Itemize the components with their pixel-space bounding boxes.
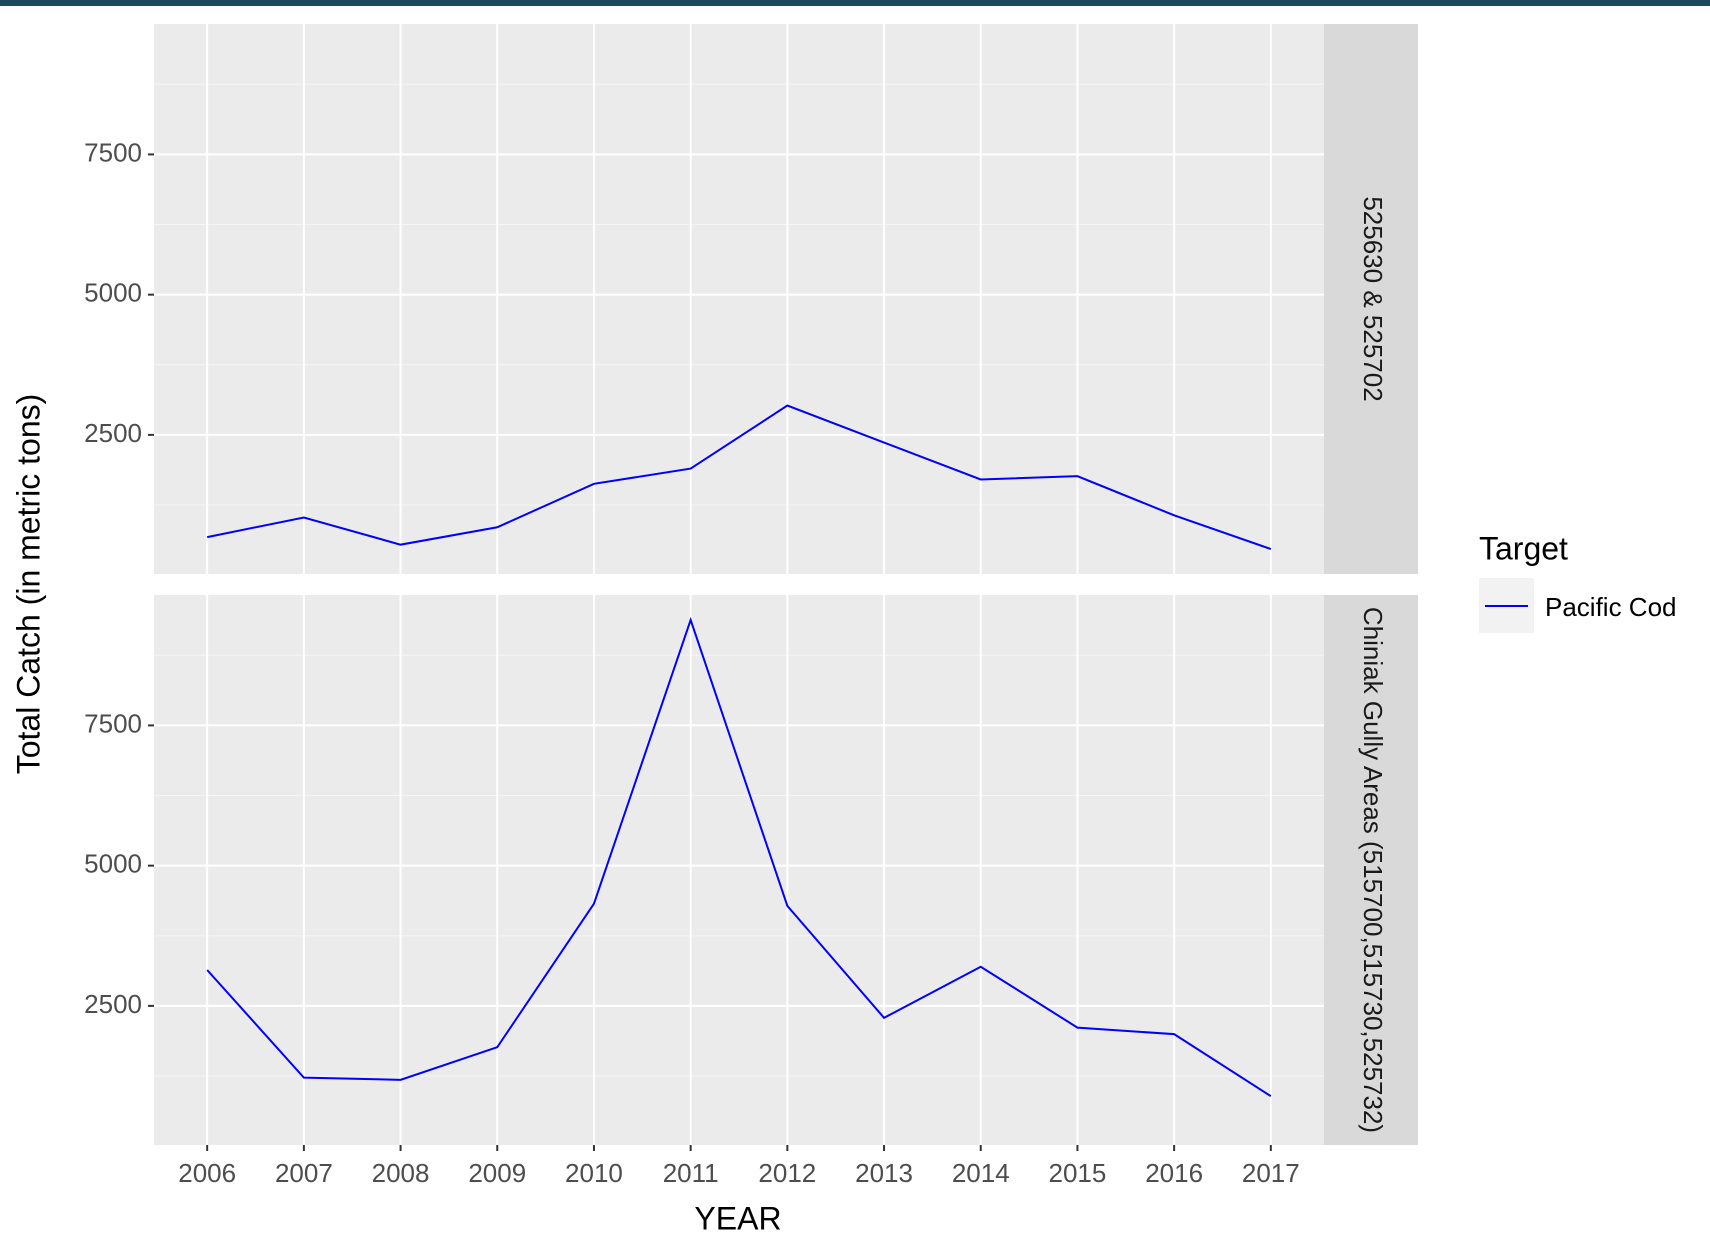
strip-background <box>1324 24 1418 574</box>
y-tick-label: 5000 <box>84 849 142 879</box>
strip-background <box>1324 595 1418 1145</box>
x-tick-label: 2013 <box>855 1158 913 1188</box>
y-axis-title: Total Catch (in metric tons) <box>10 394 46 775</box>
legend-label: Pacific Cod <box>1545 592 1677 622</box>
y-tick-label: 7500 <box>84 137 142 167</box>
x-tick-label: 2015 <box>1049 1158 1107 1188</box>
strip-label: 525630 & 525702 <box>1358 196 1388 401</box>
x-tick-label: 2011 <box>663 1158 719 1188</box>
strip-label: Chiniak Gully Areas (515700,515730,52573… <box>1358 607 1388 1133</box>
data-line <box>206 616 1272 1097</box>
y-tick-label: 5000 <box>84 278 142 308</box>
x-tick-label: 2010 <box>565 1158 623 1188</box>
x-tick-label: 2008 <box>372 1158 430 1188</box>
y-tick-label: 7500 <box>84 708 142 738</box>
x-axis-title: YEAR <box>694 1200 781 1236</box>
panel-background <box>154 24 1324 574</box>
legend-title: Target <box>1479 530 1568 566</box>
top-bar <box>0 0 1710 6</box>
x-tick-label: 2009 <box>468 1158 526 1188</box>
x-tick-label: 2017 <box>1242 1158 1300 1188</box>
panel-background <box>154 595 1324 1145</box>
x-tick-label: 2016 <box>1145 1158 1203 1188</box>
y-tick-label: 2500 <box>84 989 142 1019</box>
x-tick-label: 2007 <box>275 1158 333 1188</box>
y-tick-label: 2500 <box>84 418 142 448</box>
x-tick-label: 2006 <box>178 1158 236 1188</box>
x-tick-label: 2012 <box>758 1158 816 1188</box>
data-line <box>206 404 1272 550</box>
x-tick-label: 2014 <box>952 1158 1010 1188</box>
